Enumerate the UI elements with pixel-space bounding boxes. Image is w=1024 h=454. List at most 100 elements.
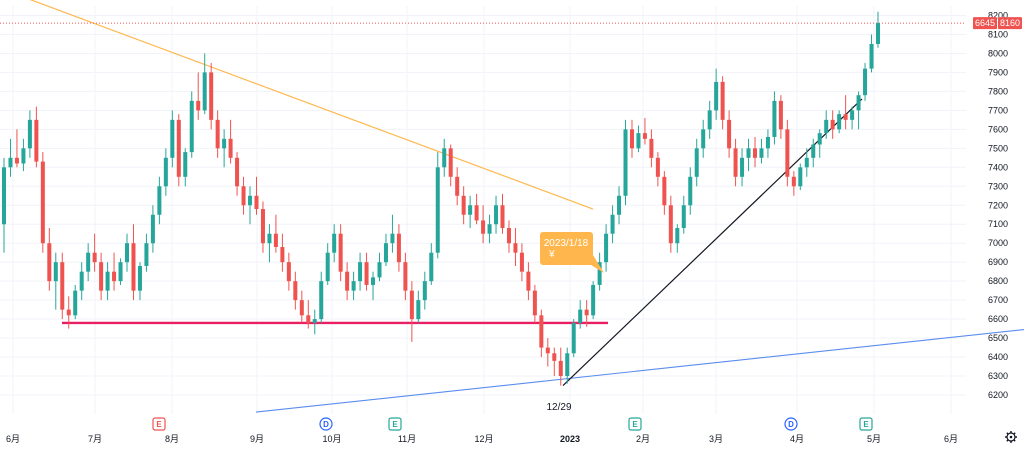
candle[interactable]: [66, 296, 71, 329]
candle[interactable]: [843, 95, 848, 130]
candle[interactable]: [105, 262, 110, 301]
candle[interactable]: [772, 91, 777, 145]
candle[interactable]: [474, 193, 479, 225]
candle[interactable]: [150, 205, 155, 253]
candle[interactable]: [701, 119, 706, 158]
candle[interactable]: [371, 271, 376, 301]
candle[interactable]: [235, 152, 240, 196]
candle[interactable]: [92, 233, 97, 272]
candle[interactable]: [157, 176, 162, 225]
candle[interactable]: [811, 138, 816, 168]
candle[interactable]: [293, 271, 298, 310]
candle[interactable]: [636, 125, 641, 153]
candle[interactable]: [99, 252, 104, 301]
candle[interactable]: [649, 129, 654, 168]
candle[interactable]: [260, 201, 265, 253]
candle[interactable]: [597, 252, 602, 291]
candle[interactable]: [306, 300, 311, 329]
candle[interactable]: [118, 258, 123, 285]
candle[interactable]: [785, 119, 790, 187]
candle[interactable]: [513, 228, 518, 266]
candle[interactable]: [196, 72, 201, 120]
candle[interactable]: [8, 138, 13, 177]
candle[interactable]: [125, 233, 130, 272]
candle[interactable]: [170, 110, 175, 168]
candle[interactable]: [183, 148, 188, 187]
candle[interactable]: [254, 176, 259, 215]
candle[interactable]: [752, 136, 757, 168]
candle[interactable]: [1, 157, 7, 253]
candle[interactable]: [338, 224, 343, 282]
candle[interactable]: [830, 110, 835, 139]
candle[interactable]: [545, 338, 550, 367]
candle[interactable]: [429, 243, 434, 285]
candle[interactable]: [604, 224, 609, 272]
candle[interactable]: [409, 281, 414, 342]
candle[interactable]: [526, 262, 531, 301]
candle[interactable]: [539, 309, 544, 358]
candle[interactable]: [578, 300, 583, 329]
symbol-price-tag[interactable]: [973, 17, 997, 30]
candle[interactable]: [248, 186, 253, 225]
candle[interactable]: [798, 163, 803, 191]
date-callout[interactable]: [540, 232, 604, 273]
earnings-marker[interactable]: E: [152, 417, 166, 431]
candle[interactable]: [714, 68, 719, 120]
candle[interactable]: [500, 193, 505, 234]
candle[interactable]: [519, 243, 524, 282]
candle[interactable]: [390, 214, 395, 253]
candle[interactable]: [112, 252, 117, 291]
candle[interactable]: [286, 252, 291, 291]
candle[interactable]: [869, 34, 874, 73]
candle[interactable]: [506, 220, 511, 253]
candle[interactable]: [863, 62, 868, 101]
candle[interactable]: [856, 91, 861, 130]
candle[interactable]: [629, 119, 634, 158]
earnings-marker[interactable]: E: [859, 417, 873, 431]
candle[interactable]: [468, 195, 473, 229]
candle[interactable]: [27, 110, 32, 158]
candle[interactable]: [222, 129, 227, 168]
candle[interactable]: [280, 233, 285, 272]
candle[interactable]: [312, 309, 317, 335]
earnings-marker[interactable]: E: [628, 417, 642, 431]
candle[interactable]: [875, 11, 881, 48]
candle[interactable]: [332, 224, 337, 263]
candle[interactable]: [584, 300, 589, 327]
candle[interactable]: [299, 290, 304, 323]
candle[interactable]: [448, 144, 453, 187]
candle[interactable]: [694, 138, 699, 187]
candle[interactable]: [34, 106, 39, 168]
candle[interactable]: [662, 171, 667, 215]
candle[interactable]: [727, 110, 732, 158]
candle[interactable]: [455, 167, 460, 206]
candle[interactable]: [351, 271, 356, 301]
candle[interactable]: [73, 284, 78, 320]
candle[interactable]: [442, 138, 447, 177]
candle[interactable]: [86, 243, 91, 282]
candle[interactable]: [53, 252, 58, 310]
dividend-marker[interactable]: D: [319, 417, 333, 431]
dividend-marker[interactable]: D: [784, 417, 798, 431]
candle[interactable]: [765, 129, 770, 158]
candle[interactable]: [481, 205, 486, 244]
candle[interactable]: [241, 176, 246, 215]
candle[interactable]: [79, 262, 84, 301]
long-term-support-trendline[interactable]: [255, 329, 1024, 413]
candle[interactable]: [552, 347, 557, 377]
candle[interactable]: [565, 347, 570, 384]
candle[interactable]: [824, 110, 829, 139]
earnings-marker[interactable]: E: [388, 417, 402, 431]
candle[interactable]: [675, 224, 680, 253]
candle[interactable]: [202, 53, 207, 115]
drawing-lines[interactable]: [0, 0, 1024, 413]
candle[interactable]: [189, 91, 194, 158]
candle[interactable]: [377, 252, 382, 282]
candle[interactable]: [176, 114, 181, 187]
candle[interactable]: [668, 195, 673, 253]
candle[interactable]: [40, 152, 45, 253]
candle[interactable]: [740, 148, 745, 187]
candle[interactable]: [273, 214, 278, 253]
